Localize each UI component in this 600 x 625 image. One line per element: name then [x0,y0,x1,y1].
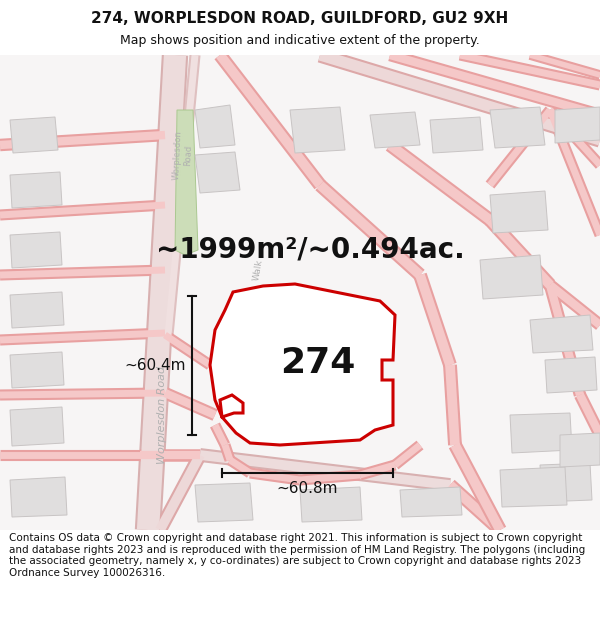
Polygon shape [175,110,198,255]
Text: 274, WORPLESDON ROAD, GUILDFORD, GU2 9XH: 274, WORPLESDON ROAD, GUILDFORD, GU2 9XH [91,11,509,26]
Text: Contains OS data © Crown copyright and database right 2021. This information is : Contains OS data © Crown copyright and d… [9,533,585,578]
Text: ~1999m²/~0.494ac.: ~1999m²/~0.494ac. [155,236,464,264]
Polygon shape [210,284,395,445]
Polygon shape [10,477,67,517]
Polygon shape [10,352,64,388]
Polygon shape [10,407,64,446]
Polygon shape [370,112,420,148]
Polygon shape [195,105,235,148]
Polygon shape [490,191,548,233]
Text: 274: 274 [280,346,356,380]
Polygon shape [10,172,62,208]
Polygon shape [530,315,593,353]
Polygon shape [300,487,362,522]
Text: Worplesdon
Road: Worplesdon Road [172,130,194,180]
Polygon shape [480,255,543,299]
Polygon shape [400,487,462,517]
Polygon shape [10,292,64,328]
Text: ~60.8m: ~60.8m [277,481,338,496]
Polygon shape [430,117,483,153]
Polygon shape [290,107,345,153]
Polygon shape [500,467,567,507]
Polygon shape [195,152,240,193]
Polygon shape [10,117,58,153]
Polygon shape [265,392,302,426]
Polygon shape [540,463,592,502]
Polygon shape [560,433,600,467]
Polygon shape [490,107,545,148]
Polygon shape [555,107,600,143]
Polygon shape [510,413,572,453]
Text: Worplesdon Road: Worplesdon Road [157,366,167,464]
Text: ~60.4m: ~60.4m [125,358,186,373]
Polygon shape [10,232,62,268]
Polygon shape [195,483,253,522]
Polygon shape [265,345,318,389]
Text: Walk: Walk [251,259,265,281]
Polygon shape [545,357,597,393]
Text: Map shows position and indicative extent of the property.: Map shows position and indicative extent… [120,34,480,47]
